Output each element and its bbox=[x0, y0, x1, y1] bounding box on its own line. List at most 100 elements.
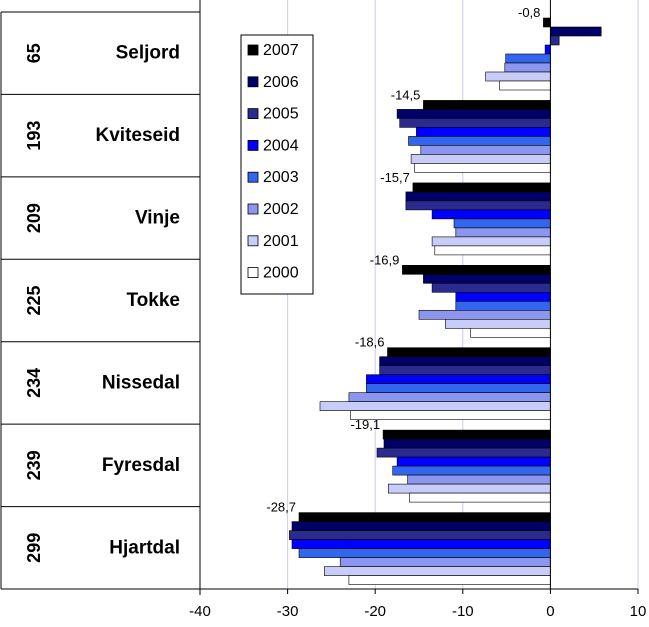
category-rank-label: 193 bbox=[24, 121, 44, 151]
bar-vinje-2007 bbox=[412, 182, 551, 193]
bar-kviteseid-2005 bbox=[399, 118, 551, 128]
bar-vinje-2001 bbox=[431, 236, 551, 247]
bar-hjartdal-2002 bbox=[339, 557, 551, 567]
bar-vinje-2005 bbox=[405, 200, 551, 211]
bar-hjartdal-2006 bbox=[291, 521, 551, 531]
bar-kviteseid-2002 bbox=[420, 145, 551, 155]
category-rank-label: 299 bbox=[24, 533, 44, 563]
category-rank-label: 239 bbox=[24, 450, 44, 480]
bar-tokke-2006 bbox=[423, 273, 551, 284]
bar-nissedal-2007 bbox=[387, 347, 551, 358]
category-name-label: Kviteseid bbox=[96, 125, 180, 146]
legend-label: 2004 bbox=[263, 137, 299, 154]
category-rank-label: 65 bbox=[24, 43, 44, 63]
bar-seljord-2004 bbox=[544, 44, 551, 55]
category-rank-label: 225 bbox=[24, 285, 44, 315]
bar-tokke-2001 bbox=[444, 318, 551, 329]
category-name-label: Tokke bbox=[126, 290, 180, 311]
category-name-label: Hjartdal bbox=[109, 537, 180, 558]
bar-hjartdal-2004 bbox=[291, 539, 551, 549]
bar-nissedal-2004 bbox=[366, 374, 551, 385]
bar-seljord-2006 bbox=[550, 26, 602, 37]
legend-swatch bbox=[247, 203, 259, 215]
bar-nissedal-2002 bbox=[348, 392, 551, 403]
legend-swatch bbox=[247, 235, 259, 247]
category-axis-area: 65 Seljord 193 Kviteseid 209 Vinje 225 Tokke 234… bbox=[0, 11, 200, 590]
bar-kviteseid-2003 bbox=[408, 136, 551, 146]
category-rank-label: 234 bbox=[24, 368, 44, 398]
category-name-label: Fyresdal bbox=[102, 455, 180, 476]
bar-hjartdal-2007 bbox=[298, 512, 551, 522]
legend-label: 2001 bbox=[263, 233, 299, 250]
bar-nissedal-2001 bbox=[319, 401, 551, 412]
bar-nissedal-2000 bbox=[350, 410, 551, 421]
bar-tokke-2007 bbox=[402, 264, 551, 275]
bar-fyresdal-2000 bbox=[409, 492, 551, 503]
bar-vinje-2004 bbox=[431, 209, 551, 220]
bar-vinje-2000 bbox=[434, 245, 551, 256]
legend-swatch bbox=[247, 44, 259, 56]
legend-label: 2005 bbox=[263, 106, 299, 123]
bar-fyresdal-2004 bbox=[396, 456, 551, 467]
legend: 2007 2006 2005 2004 2003 2002 2001 2000 bbox=[240, 34, 314, 295]
bar-vinje-2006 bbox=[405, 191, 551, 202]
bar-tokke-2003 bbox=[455, 300, 551, 311]
bar-fyresdal-2003 bbox=[392, 465, 551, 476]
bar-fyresdal-2001 bbox=[387, 483, 551, 494]
data-label: -0,8 bbox=[518, 5, 540, 20]
data-label: -19,1 bbox=[350, 417, 380, 432]
x-tick-label: -30 bbox=[277, 603, 299, 620]
legend-swatch bbox=[247, 171, 259, 183]
x-tick-label: -20 bbox=[364, 603, 386, 620]
bar-kviteseid-2000 bbox=[414, 163, 551, 173]
bar-seljord-2007 bbox=[543, 17, 551, 28]
bar-kviteseid-2007 bbox=[423, 100, 551, 110]
bar-seljord-2005 bbox=[550, 35, 560, 46]
bar-fyresdal-2006 bbox=[383, 438, 551, 449]
bar-fyresdal-2002 bbox=[407, 474, 551, 485]
legend-label: 2006 bbox=[263, 74, 299, 91]
category-name-label: Nissedal bbox=[102, 372, 180, 393]
bar-seljord-2000 bbox=[499, 80, 551, 91]
bar-tokke-2004 bbox=[455, 291, 551, 302]
data-label: -14,5 bbox=[391, 87, 421, 102]
bar-hjartdal-2000 bbox=[348, 575, 551, 585]
bar-tokke-2005 bbox=[431, 282, 551, 293]
bar-hjartdal-2003 bbox=[298, 548, 551, 558]
category-name-label: Seljord bbox=[116, 43, 180, 64]
bar-fyresdal-2005 bbox=[376, 447, 551, 458]
data-label: -15,7 bbox=[380, 170, 410, 185]
bar-kviteseid-2001 bbox=[410, 154, 551, 164]
bar-seljord-2002 bbox=[504, 62, 551, 73]
legend-label: 2007 bbox=[263, 42, 299, 59]
legend-swatch bbox=[247, 267, 259, 279]
bars: -0,8 -14,5 -15,7 -16,9 -18,6 -19,1 -28,7 bbox=[266, 5, 602, 585]
bar-kviteseid-2004 bbox=[416, 127, 551, 137]
legend-swatch bbox=[247, 76, 259, 88]
category-rank-label: 209 bbox=[24, 203, 44, 233]
bar-fyresdal-2007 bbox=[382, 429, 551, 440]
bar-tokke-2002 bbox=[418, 309, 551, 320]
x-tick-label: -10 bbox=[452, 603, 474, 620]
bar-tokke-2000 bbox=[470, 327, 551, 338]
x-tick-label: -40 bbox=[189, 603, 211, 620]
bar-nissedal-2003 bbox=[366, 383, 551, 394]
bar-hjartdal-2005 bbox=[289, 530, 551, 540]
bar-seljord-2001 bbox=[485, 71, 551, 82]
axes: -40 -30 -20 -10 0 10 bbox=[189, 0, 646, 620]
legend-swatch bbox=[247, 108, 259, 119]
bar-vinje-2003 bbox=[453, 218, 551, 229]
bar-kviteseid-2006 bbox=[396, 109, 551, 119]
bar-hjartdal-2001 bbox=[324, 566, 551, 576]
x-tick-label: 10 bbox=[630, 603, 647, 620]
legend-label: 2000 bbox=[263, 265, 299, 282]
legend-label: 2002 bbox=[263, 201, 299, 218]
legend-swatch bbox=[247, 139, 259, 151]
bar-nissedal-2006 bbox=[379, 356, 551, 367]
data-label: -16,9 bbox=[370, 252, 400, 267]
data-label: -28,7 bbox=[266, 500, 296, 515]
bar-vinje-2002 bbox=[455, 227, 551, 238]
bar-nissedal-2005 bbox=[379, 365, 551, 376]
bar-seljord-2003 bbox=[505, 53, 551, 64]
